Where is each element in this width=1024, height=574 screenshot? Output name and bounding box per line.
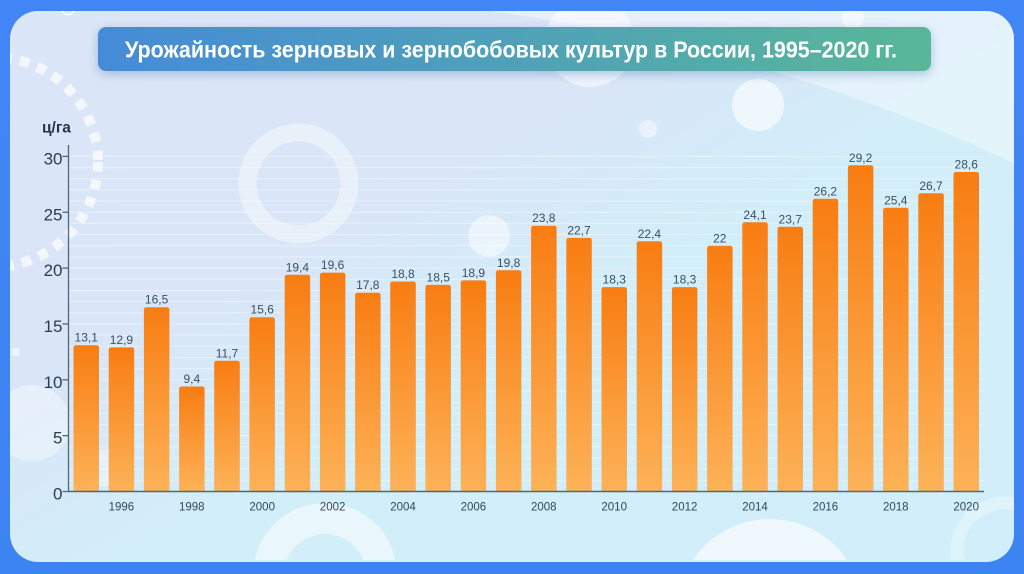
svg-text:18,3: 18,3	[603, 273, 627, 287]
svg-text:18,8: 18,8	[391, 267, 415, 281]
svg-text:9,4: 9,4	[183, 372, 200, 386]
svg-text:11,7: 11,7	[216, 346, 239, 360]
svg-text:2008: 2008	[531, 502, 557, 514]
svg-text:2004: 2004	[390, 502, 416, 514]
svg-text:2020: 2020	[953, 502, 979, 514]
svg-text:17,8: 17,8	[356, 278, 380, 292]
svg-text:2010: 2010	[601, 502, 627, 514]
svg-text:2000: 2000	[249, 502, 275, 514]
svg-text:22: 22	[713, 231, 727, 245]
svg-text:26,7: 26,7	[919, 179, 943, 193]
svg-text:15,6: 15,6	[251, 303, 275, 317]
svg-text:18,3: 18,3	[673, 273, 697, 287]
svg-text:Урожайность зерновых и зернобо: Урожайность зерновых и зернобобовых куль…	[125, 37, 897, 63]
svg-text:25,4: 25,4	[884, 193, 908, 207]
svg-text:16,5: 16,5	[145, 293, 169, 307]
svg-text:29,2: 29,2	[849, 151, 873, 165]
svg-text:2014: 2014	[742, 502, 768, 514]
svg-text:0: 0	[53, 485, 62, 504]
svg-text:25: 25	[44, 205, 63, 224]
svg-text:2016: 2016	[813, 502, 839, 514]
svg-text:ц/га: ц/га	[42, 120, 71, 137]
svg-text:18,9: 18,9	[462, 266, 486, 280]
svg-text:13,1: 13,1	[75, 331, 99, 345]
svg-text:19,6: 19,6	[321, 258, 345, 272]
svg-text:18,5: 18,5	[427, 270, 451, 284]
svg-text:1998: 1998	[179, 502, 205, 514]
svg-text:23,7: 23,7	[779, 212, 803, 226]
svg-text:2002: 2002	[320, 502, 346, 514]
svg-text:26,2: 26,2	[814, 184, 838, 198]
svg-text:23,8: 23,8	[532, 211, 556, 225]
svg-text:15: 15	[44, 317, 63, 336]
svg-text:19,8: 19,8	[497, 256, 521, 270]
svg-text:20: 20	[44, 261, 63, 280]
svg-text:22,7: 22,7	[567, 223, 591, 237]
svg-text:19,4: 19,4	[286, 260, 310, 274]
svg-text:1996: 1996	[109, 502, 135, 514]
svg-text:2018: 2018	[883, 502, 909, 514]
svg-text:24,1: 24,1	[743, 208, 767, 222]
svg-text:2012: 2012	[672, 502, 698, 514]
svg-text:5: 5	[53, 429, 62, 448]
svg-text:30: 30	[44, 149, 63, 168]
svg-text:12,9: 12,9	[110, 333, 134, 347]
svg-text:28,6: 28,6	[955, 158, 979, 172]
svg-text:10: 10	[44, 373, 63, 392]
svg-text:22,4: 22,4	[638, 227, 662, 241]
svg-text:2006: 2006	[461, 502, 487, 514]
